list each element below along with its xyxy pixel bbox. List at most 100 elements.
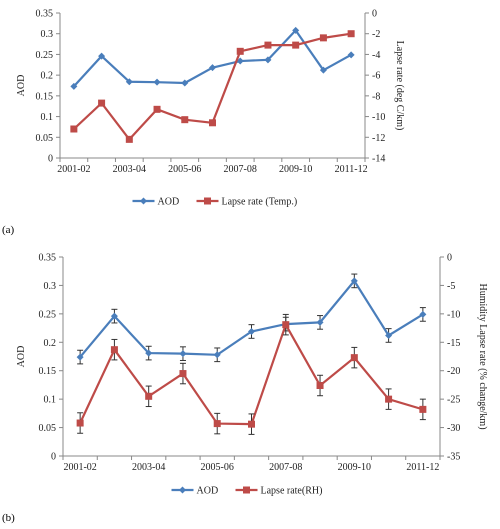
y-tick-label: 0.15 [36,91,54,102]
x-tick-label: 2001-02 [57,164,90,175]
y-tick-label: 0.35 [36,9,54,20]
legend-label: Lapse rate (Temp.) [222,197,298,208]
y-tick-label: 0 [51,452,56,463]
data-point-aod [350,277,358,285]
data-point-aod [125,78,133,86]
data-point-aod [264,56,272,64]
data-point-aod [316,318,324,326]
y2-tick-label: -30 [447,423,460,434]
data-point-lapse-rate [76,419,84,427]
data-point-aod [213,351,221,359]
y2-tick-label: -2 [372,29,380,40]
data-point-aod [76,353,84,361]
y2-tick-label: -12 [372,133,385,144]
data-point-lapse-rate [316,381,324,389]
y2-tick-label: -4 [372,50,380,61]
y2-axis-title: Humidity Lapse rate (% change/km) [477,283,488,429]
legend-marker-diamond [179,486,186,494]
y2-tick-label: -20 [447,366,460,377]
panel-label: (b) [2,512,15,524]
y-tick-label: 0.2 [44,338,57,349]
legend-marker-diamond [140,197,147,205]
data-point-lapse-rate [319,34,327,42]
y2-tick-label: -25 [447,395,460,406]
y-axis-title: AOD [16,75,27,97]
data-point-aod [179,350,187,358]
data-point-aod [145,349,153,357]
data-point-aod [110,312,118,320]
data-point-lapse-rate [181,116,189,124]
data-point-lapse-rate [110,346,118,354]
x-tick-label: 2003-04 [132,462,165,473]
legend-marker-square [204,197,211,205]
data-point-lapse-rate [98,99,106,107]
x-tick-label: 2011-12 [335,164,368,175]
y-tick-label: 0.15 [39,366,57,377]
y2-tick-label: -10 [372,112,385,123]
data-point-aod [209,64,216,72]
y2-tick-label: 0 [372,9,377,20]
y-tick-label: 0.3 [41,29,54,40]
y2-tick-label: -15 [447,338,460,349]
data-point-aod [153,78,161,86]
data-point-aod [70,82,78,90]
data-point-lapse-rate [145,392,153,400]
y2-axis-title: Lapse rate (deg C/km) [394,41,405,131]
y-tick-label: 0.25 [39,309,57,320]
data-point-lapse-rate [209,119,216,127]
y-tick-label: 0.3 [44,281,57,292]
data-point-aod [98,52,106,60]
legend-marker-square [243,486,250,494]
data-point-lapse-rate [153,105,161,113]
y-tick-label: 0.1 [44,395,57,406]
series-line-aod [73,28,352,88]
x-tick-label: 2007-08 [224,164,257,175]
data-point-aod [292,26,300,34]
panel-label: (a) [2,224,15,236]
x-tick-label: 2009-10 [338,462,371,473]
y2-tick-label: -35 [447,452,460,463]
legend-label: Lapse rate(RH) [261,486,323,497]
y-tick-label: 0.35 [39,253,57,264]
data-point-lapse-rate [213,420,221,428]
x-tick-label: 2003-04 [113,164,146,175]
data-point-aod [181,79,189,87]
data-point-lapse-rate [248,420,255,428]
y-tick-label: 0.2 [41,71,54,82]
x-tick-label: 2001-02 [63,462,96,473]
data-point-aod [319,66,327,74]
x-tick-label: 2005-06 [168,164,201,175]
y2-tick-label: -8 [372,91,380,102]
data-point-lapse-rate [236,47,244,55]
series-line-lapse-rate [79,321,424,426]
data-point-lapse-rate [292,41,300,49]
x-tick-label: 2011-12 [406,462,439,473]
y2-tick-label: -10 [447,309,460,320]
data-point-lapse-rate [179,370,187,378]
data-point-aod [248,327,255,335]
y2-tick-label: -5 [447,281,455,292]
x-tick-label: 2007-08 [269,462,302,473]
data-point-lapse-rate [350,354,358,362]
y2-tick-label: -6 [372,71,380,82]
data-point-aod [236,57,244,65]
data-point-lapse-rate [125,135,133,143]
data-point-lapse-rate [282,321,290,329]
data-point-lapse-rate [347,30,355,38]
data-point-lapse-rate [70,125,78,133]
data-point-aod [419,310,427,318]
y-axis-title: AOD [16,346,27,368]
y-tick-label: 0.05 [39,423,57,434]
y-tick-label: 0.05 [36,133,54,144]
x-tick-label: 2005-06 [201,462,234,473]
data-point-lapse-rate [264,41,272,49]
y2-tick-label: -14 [372,154,385,165]
x-tick-label: 2009-10 [279,164,312,175]
y-tick-label: 0 [48,154,53,165]
data-point-aod [347,51,355,59]
data-point-aod [385,331,393,339]
series-line-aod [79,279,424,358]
y-tick-label: 0.1 [41,112,54,123]
legend-label: AOD [158,197,180,208]
